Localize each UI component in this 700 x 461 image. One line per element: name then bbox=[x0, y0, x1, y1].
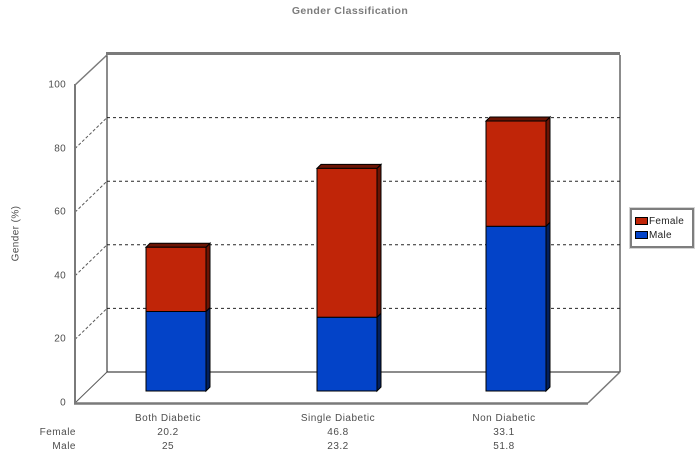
category-label: Non Diabetic bbox=[472, 413, 536, 424]
y-tick-label: 0 bbox=[60, 397, 66, 409]
legend-label-male: Male bbox=[649, 229, 672, 241]
bar-segment-female-1 bbox=[316, 167, 378, 318]
left-wall-gridline-60 bbox=[74, 180, 108, 213]
y-tick-label: 80 bbox=[54, 143, 66, 155]
bar-side-male-1 bbox=[376, 312, 382, 393]
bar-top-0 bbox=[144, 242, 212, 248]
floor-left-edge bbox=[74, 371, 108, 404]
left-wall-gridline-40 bbox=[74, 244, 108, 277]
bar-side-male-2 bbox=[545, 221, 551, 393]
bar-side-male-0 bbox=[205, 306, 211, 393]
y-tick-label: 100 bbox=[48, 79, 66, 91]
bar-side-female-2 bbox=[545, 115, 551, 228]
y-tick-label: 60 bbox=[54, 206, 66, 218]
female-color-swatch bbox=[635, 217, 648, 225]
table-value-female: 46.8 bbox=[327, 427, 349, 438]
bar-segment-male-2 bbox=[485, 225, 547, 392]
y-tick-label: 40 bbox=[54, 270, 66, 282]
table-value-male: 25 bbox=[161, 441, 175, 452]
bar-segment-male-1 bbox=[316, 316, 378, 392]
bar-segment-female-2 bbox=[485, 120, 547, 227]
bar-side-female-0 bbox=[205, 242, 211, 313]
male-color-swatch bbox=[635, 231, 648, 239]
legend-box: Female Male bbox=[630, 208, 694, 248]
table-value-male: 51.8 bbox=[493, 441, 515, 452]
category-label: Both Diabetic bbox=[135, 413, 201, 424]
left-wall-gridline-80 bbox=[74, 117, 108, 149]
floor-right-edge bbox=[587, 371, 621, 404]
bar-top-2 bbox=[484, 116, 552, 122]
y-tick-label: 20 bbox=[54, 333, 66, 345]
top-left-edge bbox=[74, 54, 108, 86]
table-row-label-male: Male bbox=[52, 441, 76, 452]
bar-top-1 bbox=[315, 163, 383, 169]
chart-title: Gender Classification bbox=[291, 5, 409, 17]
bar-side-female-1 bbox=[376, 163, 382, 319]
bar-segment-male-0 bbox=[145, 311, 207, 392]
legend-label-female: Female bbox=[649, 215, 685, 227]
table-value-female: 33.1 bbox=[493, 427, 515, 438]
legend-entry-female: Female bbox=[635, 214, 692, 228]
table-row-label-female: Female bbox=[39, 427, 76, 438]
table-value-male: 23.2 bbox=[327, 441, 349, 452]
category-label: Single Diabetic bbox=[300, 413, 376, 424]
legend-entry-male: Male bbox=[635, 228, 692, 242]
bar-segment-female-0 bbox=[145, 246, 207, 313]
table-value-female: 20.2 bbox=[157, 427, 179, 438]
left-wall-gridline-20 bbox=[74, 308, 108, 340]
